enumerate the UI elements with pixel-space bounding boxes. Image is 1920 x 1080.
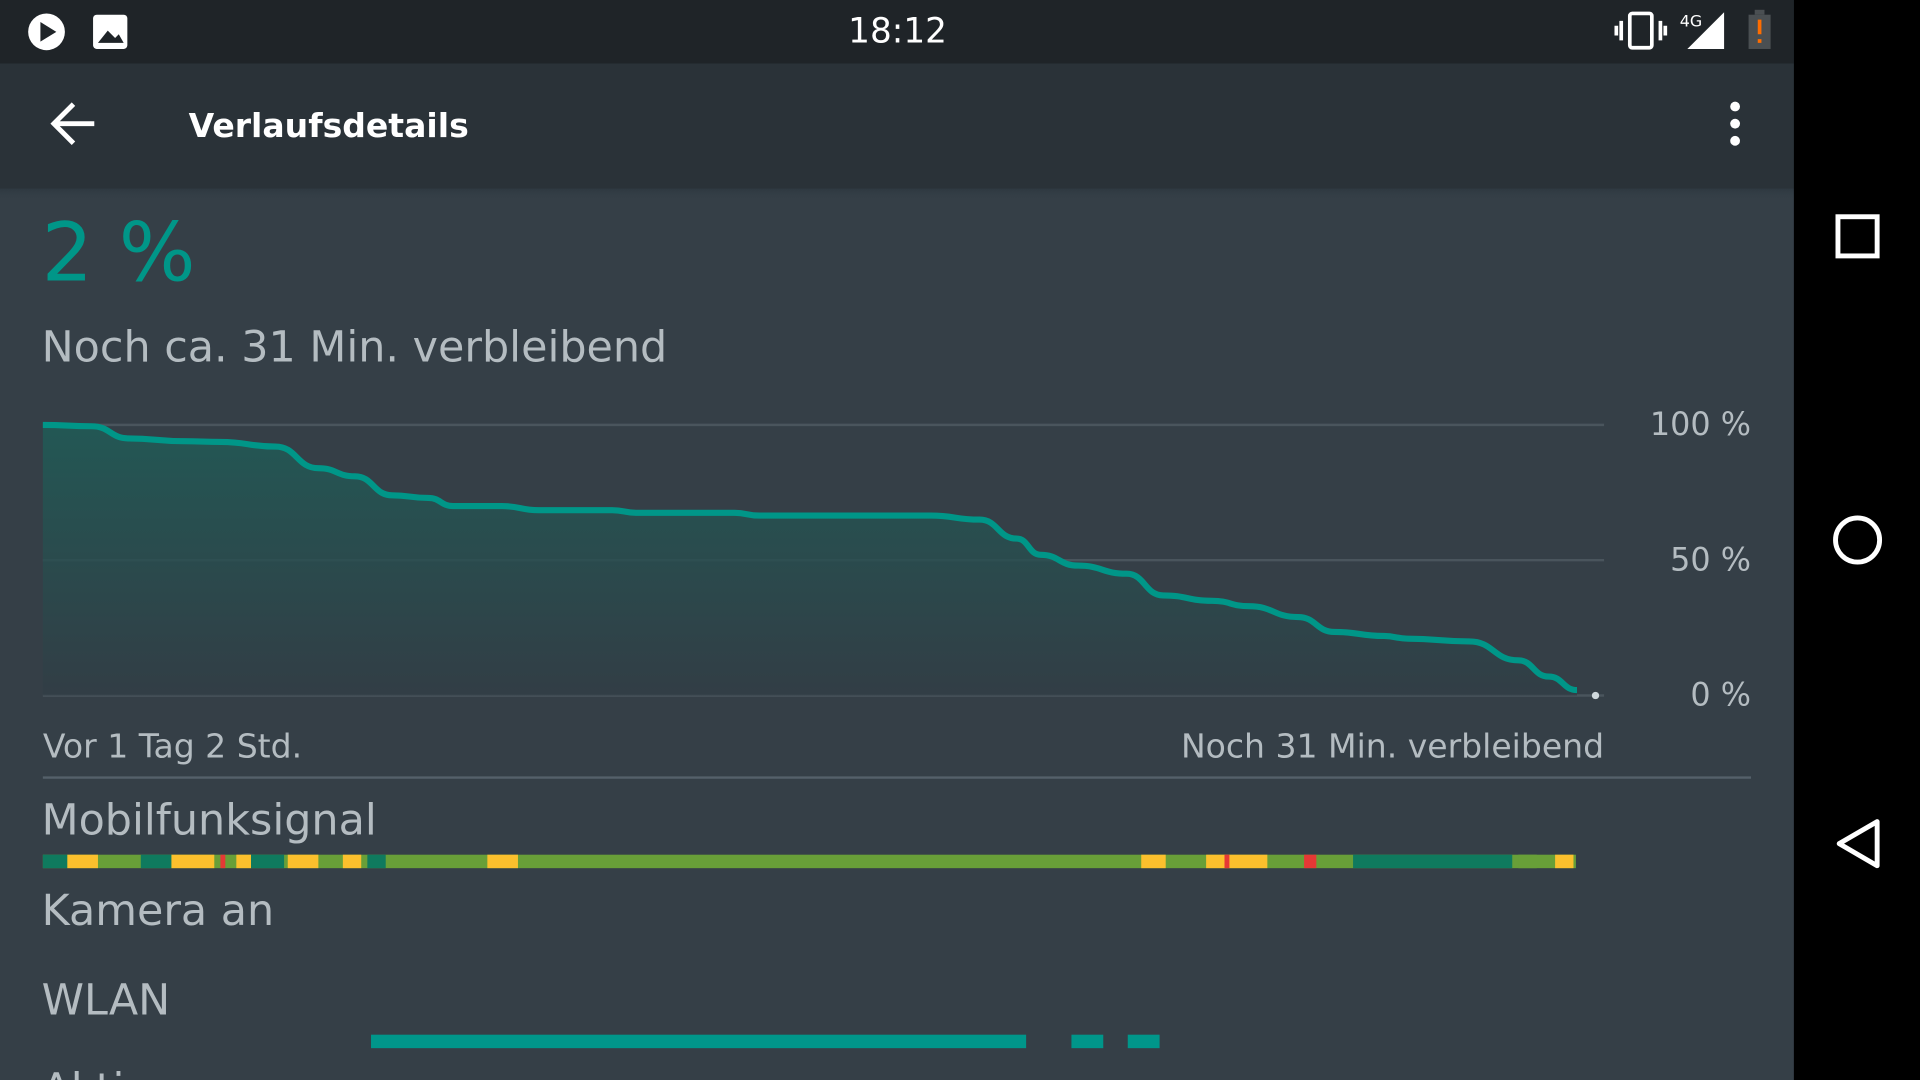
vibrate-icon [1627, 11, 1654, 50]
home-button[interactable] [1833, 515, 1883, 565]
network-type: 4G [1680, 12, 1702, 31]
signal-timeline [42, 854, 1576, 869]
battery-remaining: Noch ca. 31 Min. verbleibend [42, 323, 668, 373]
status-time: 18:12 [848, 12, 947, 52]
battery-area [42, 424, 1578, 696]
x-end-label: Noch 31 Min. verbleibend [1181, 727, 1604, 766]
battery-cap [1754, 9, 1765, 15]
section-label: Kamera an [42, 886, 275, 936]
y-tick-label: 50 % [1670, 540, 1751, 578]
toolbar-shadow [0, 188, 1794, 204]
battery-level: 2 % [42, 206, 196, 300]
status-bar [0, 0, 1794, 64]
projection-dot [1591, 691, 1600, 700]
wlan-timeline [371, 1034, 1160, 1049]
toolbar-title: Verlaufsdetails [189, 106, 469, 145]
section-label: Aktiv [42, 1065, 150, 1080]
x-start-label: Vor 1 Tag 2 Std. [43, 727, 302, 766]
image-icon-mount [97, 30, 124, 43]
signal-icon [1687, 12, 1725, 49]
battery-line [42, 421, 1578, 694]
back-button[interactable] [50, 102, 95, 145]
y-tick-label: 100 % [1650, 405, 1751, 443]
recents-button[interactable] [1835, 214, 1880, 259]
image-icon [93, 14, 128, 49]
section-label: Mobilfunksignal [42, 795, 377, 845]
toolbar [0, 63, 1794, 189]
battery-chart: 0 % 50 % 100 % Vor 1 Tag 2 Std. Noch 31 Min.… [42, 405, 1751, 766]
vibrate-waves [1614, 20, 1668, 41]
play-icon-triangle [40, 22, 57, 42]
section-label: WLAN [42, 975, 171, 1025]
nav-bar [1793, 0, 1920, 1080]
overflow-menu[interactable] [1730, 101, 1741, 146]
y-tick-label: 0 % [1690, 676, 1751, 714]
back-nav-button[interactable] [1836, 819, 1880, 869]
